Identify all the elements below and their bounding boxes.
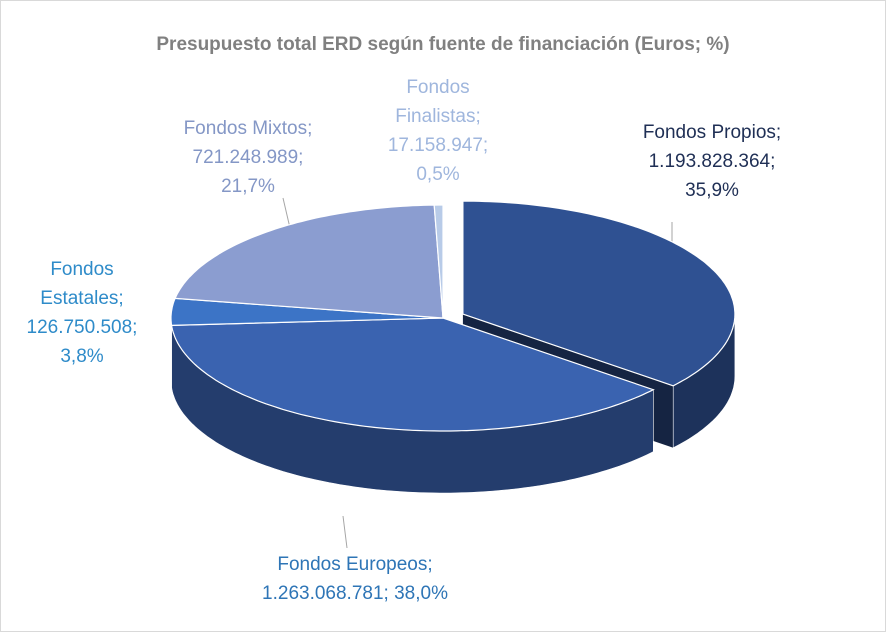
slice	[170, 317, 655, 432]
data-label: 126.750.508;	[27, 317, 138, 338]
data-label: 21,7%	[221, 176, 275, 197]
data-label: 1.193.828.364;	[649, 151, 776, 172]
leader-line	[282, 197, 291, 229]
data-label: Fondos Europeos;	[277, 554, 432, 575]
data-label: Fondos	[50, 259, 113, 280]
data-label: 35,9%	[685, 180, 739, 201]
slice	[174, 204, 444, 319]
slice-side	[170, 318, 172, 388]
data-label: 1.263.068.781; 38,0%	[262, 583, 448, 604]
data-label: Estatales;	[40, 288, 123, 309]
data-label: Fondos Mixtos;	[184, 118, 313, 139]
data-label: 0,5%	[416, 164, 459, 185]
slice	[170, 297, 444, 327]
slice	[433, 204, 444, 319]
data-label: Finalistas;	[395, 106, 481, 127]
data-label: 3,8%	[60, 346, 103, 367]
data-label: 721.248.989;	[193, 147, 304, 168]
leader-line	[342, 515, 348, 549]
data-label: Fondos Propios;	[643, 122, 781, 143]
data-label: 17.158.947;	[388, 135, 488, 156]
slice	[462, 200, 736, 387]
chart-title: Presupuesto total ERD según fuente de fi…	[156, 34, 729, 55]
data-label: Fondos	[406, 77, 469, 98]
